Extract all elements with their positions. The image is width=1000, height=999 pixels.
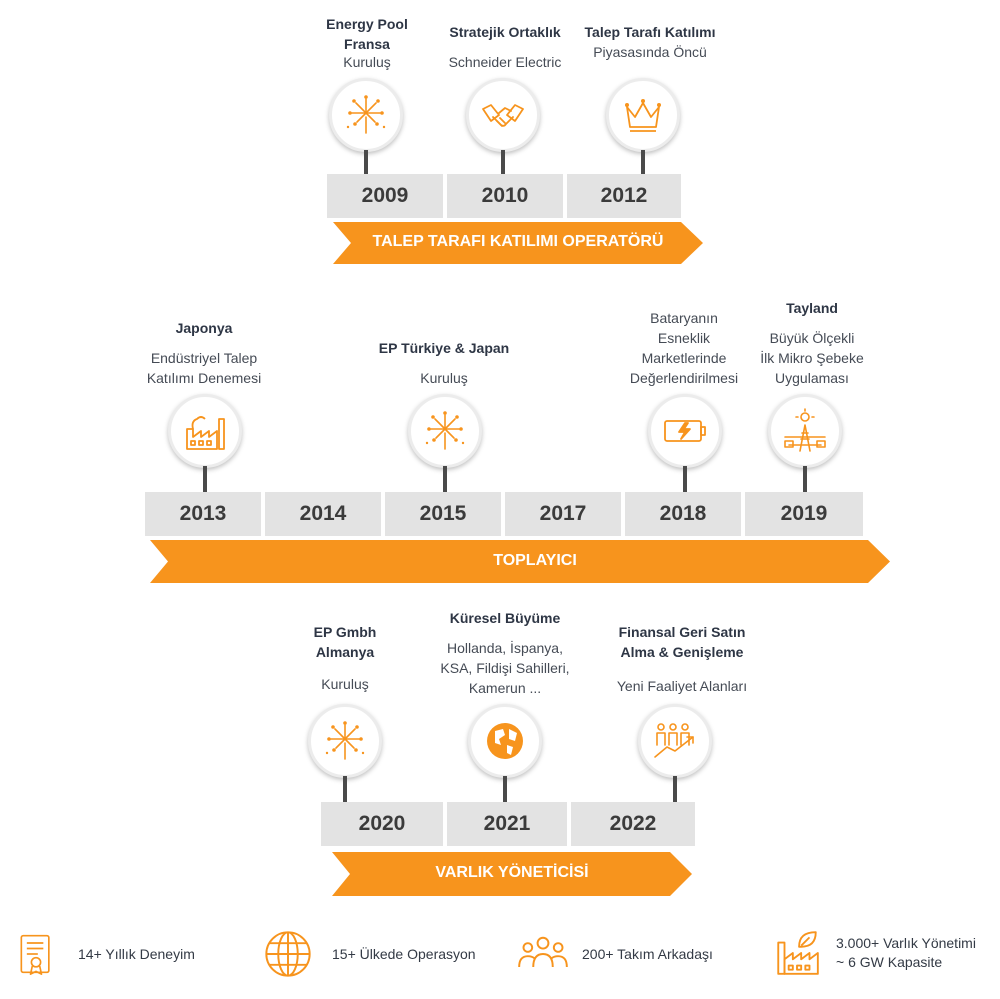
event-subtitle: Bataryanın Esneklik Marketlerinde Değerl… (629, 310, 739, 386)
stat-team: 200+ Takım Arkadaşı (514, 928, 713, 980)
event-title: Energy Pool Fransa (326, 16, 408, 52)
event-subtitle: Kuruluş (420, 370, 468, 386)
timeline-stem (673, 776, 677, 802)
event-subtitle: Kuruluş (321, 676, 369, 692)
event-title: Küresel Büyüme (449, 610, 561, 626)
event-title: EP Türkiye & Japan (378, 340, 510, 356)
stat-text: 200+ Takım Arkadaşı (582, 945, 713, 962)
stat-countries: 15+ Ülkede Operasyon (262, 928, 476, 980)
event-subtitle: Endüstriyel Talep Katılımı Denemesi (146, 350, 262, 386)
fireworks-icon (308, 704, 382, 778)
phase-arrow (150, 540, 890, 583)
handshake-icon (466, 78, 540, 152)
event-title: Finansal Geri Satın Alma & Genişleme (618, 624, 746, 660)
timeline-stem (501, 150, 505, 174)
microgrid-icon (768, 394, 842, 468)
timeline-stem (364, 150, 368, 174)
event-title: EP Gmbh Almanya (313, 624, 377, 660)
year-label: 2021 (447, 802, 567, 846)
timeline-stem (683, 466, 687, 492)
event-subtitle: Kuruluş (343, 54, 391, 70)
stat-text: 15+ Ülkede Operasyon (332, 945, 476, 962)
timeline-stem (343, 776, 347, 802)
event-subtitle: Büyük Ölçekli İlk Mikro Şebeke Uygulamas… (760, 330, 864, 386)
year-label: 2015 (385, 492, 501, 536)
event-title: Japonya (175, 320, 233, 336)
year-label: 2017 (505, 492, 621, 536)
phase-arrow (333, 222, 703, 264)
timeline-stem (443, 466, 447, 492)
factory-icon (168, 394, 242, 468)
timeline-stem (203, 466, 207, 492)
fireworks-icon (329, 78, 403, 152)
year-label: 2010 (447, 174, 563, 218)
phase-label: VARLIK YÖNETİCİSİ (435, 864, 589, 881)
timeline-stem (503, 776, 507, 802)
growth-icon (638, 704, 712, 778)
event-subtitle: Piyasasında Öncü (593, 44, 707, 60)
event-subtitle: Hollanda, İspanya, KSA, Fildişi Sahiller… (440, 640, 570, 696)
event-subtitle: Schneider Electric (448, 54, 562, 70)
event-title: Tayland (786, 300, 838, 316)
globe-icon (262, 928, 314, 980)
team-icon (514, 928, 572, 980)
phase-label: TOPLAYICI (493, 552, 577, 569)
stat-experience: 14+ Yıllık Deneyim (14, 928, 195, 980)
timeline-stem (641, 150, 645, 174)
year-label: 2013 (145, 492, 261, 536)
stat-text: 14+ Yıllık Deneyim (78, 945, 195, 962)
fireworks-icon (408, 394, 482, 468)
certificate-icon (14, 928, 58, 980)
battery-icon (648, 394, 722, 468)
event-title: Talep Tarafı Katılımı (584, 24, 716, 40)
event-subtitle: Yeni Faaliyet Alanları (616, 678, 748, 694)
globe-icon (468, 704, 542, 778)
year-label: 2009 (327, 174, 443, 218)
stat-text: 3.000+ Varlık Yönetimi ~ 6 GW Kapasite (836, 935, 976, 970)
stat-assets: 3.000+ Varlık Yönetimi ~ 6 GW Kapasite (772, 926, 976, 980)
year-label: 2012 (567, 174, 681, 218)
phase-arrow (332, 852, 692, 896)
year-label: 2022 (571, 802, 695, 846)
year-label: 2014 (265, 492, 381, 536)
crown-icon (606, 78, 680, 152)
phase-label: TALEP TARAFI KATILIMI OPERATÖRÜ (372, 233, 664, 250)
green-factory-icon (772, 926, 822, 980)
year-label: 2018 (625, 492, 741, 536)
timeline-stem (803, 466, 807, 492)
year-label: 2019 (745, 492, 863, 536)
year-label: 2020 (321, 802, 443, 846)
event-title: Stratejik Ortaklık (449, 24, 561, 40)
